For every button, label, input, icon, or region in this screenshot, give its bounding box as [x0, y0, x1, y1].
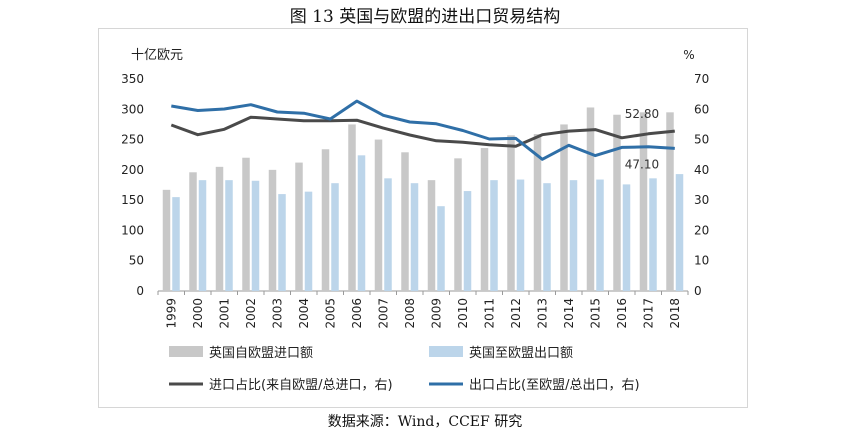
import-bar: [401, 152, 409, 291]
legend-label: 英国至欧盟出口额: [469, 346, 573, 361]
x-tick-label: 1999: [164, 298, 178, 329]
chart-frame: 十亿欧元 % 0 50 100 150 200 250 300 350 0 10 20 30 40 50 6…: [98, 28, 748, 408]
import-bar: [480, 148, 489, 291]
import-bar: [507, 135, 515, 291]
import-bar: [533, 134, 542, 291]
import-bar: [454, 158, 462, 291]
x-tick-label: 2002: [244, 298, 258, 329]
y-left-tick-label: 350: [121, 72, 144, 86]
import-bar: [215, 166, 224, 291]
import-bar: [560, 124, 568, 291]
import-share-line: [170, 115, 675, 148]
y-left-tick-label: 50: [129, 254, 144, 268]
y-right-tick-label: 0: [694, 284, 702, 298]
export-bar: [410, 183, 419, 291]
legend-label: 进口占比(来自欧盟/总进口，右): [209, 378, 393, 393]
y-left-tick-label: 0: [136, 284, 144, 298]
y-right-tick-label: 30: [694, 193, 709, 207]
x-tick-label: 2018: [668, 298, 682, 329]
export-bar: [198, 180, 207, 291]
export-bar: [463, 191, 472, 291]
export-bar: [304, 191, 313, 291]
export-bar: [278, 194, 286, 291]
export-bar: [675, 174, 684, 291]
import-bar: [189, 172, 197, 291]
import-bar: [586, 107, 595, 292]
export-bar: [225, 180, 233, 291]
y-left-tick-label: 100: [121, 223, 144, 237]
export-bar: [490, 180, 498, 291]
x-tick-label: 2000: [191, 298, 205, 329]
x-tick-label: 2005: [323, 298, 337, 329]
y-left-tick-label: 150: [121, 193, 144, 207]
y-right-unit-label: %: [683, 48, 694, 62]
x-tick-label: 2014: [562, 298, 576, 329]
x-tick-label: 2012: [509, 298, 523, 329]
export-bar: [172, 197, 180, 291]
import-bar: [639, 112, 648, 291]
y-right-tick-label: 10: [694, 254, 709, 268]
export-share-end-label: 47.10: [625, 157, 659, 171]
export-bar: [384, 178, 392, 291]
lines-layer: [170, 99, 675, 161]
axis-layer: 0 50 100 150 200 250 300 350 0 10 20 30 40 50 60 70 1999…: [121, 72, 709, 329]
x-tick-label: 2011: [482, 298, 496, 329]
x-tick-label: 2006: [350, 298, 364, 329]
x-tick-label: 2004: [297, 298, 311, 329]
y-right-tick-label: 20: [694, 223, 709, 237]
x-tick-label: 2017: [641, 298, 655, 329]
export-bar: [543, 183, 551, 291]
legend-label: 英国自欧盟进口额: [209, 346, 313, 361]
y-left-tick-label: 200: [121, 163, 144, 177]
y-right-tick-label: 60: [694, 102, 709, 116]
import-bar: [295, 162, 303, 291]
export-bar: [251, 180, 260, 291]
import-bar: [613, 114, 621, 291]
x-tick-label: 2016: [615, 298, 629, 329]
import-bar: [427, 180, 436, 291]
x-tick-label: 2001: [217, 298, 231, 329]
y-left-tick-label: 250: [121, 133, 144, 147]
export-bar: [622, 184, 631, 291]
x-tick-label: 2015: [588, 298, 602, 329]
y-right-tick-label: 50: [694, 133, 709, 147]
figure-title: 图 13 英国与欧盟的进出口贸易结构: [289, 7, 561, 27]
chart-svg: 十亿欧元 % 0 50 100 150 200 250 300 350 0 10 20 30 40 50 6…: [121, 48, 709, 393]
import-bar: [242, 157, 250, 291]
x-tick-label: 2003: [270, 298, 284, 329]
export-bar: [437, 206, 445, 291]
import-bar: [348, 124, 356, 291]
x-tick-label: 2008: [403, 298, 417, 329]
import-share-end-label: 52.80: [625, 107, 659, 121]
import-bar: [162, 189, 171, 291]
x-tick-label: 2009: [429, 298, 443, 329]
import-bar: [374, 139, 383, 291]
export-share-line: [171, 99, 675, 161]
legend-label: 出口占比(至欧盟/总出口，右): [469, 378, 640, 393]
y-left-unit-label: 十亿欧元: [131, 48, 183, 63]
y-right-tick-label: 40: [694, 163, 709, 177]
labels-layer: 52.80 47.10: [625, 107, 659, 171]
legend-swatch-bar: [169, 346, 203, 357]
export-bar: [596, 179, 604, 291]
import-bar: [321, 149, 330, 291]
export-bar: [331, 183, 339, 291]
y-left-tick-label: 300: [121, 102, 144, 116]
source-note: 数据来源：Wind，CCEF 研究: [327, 414, 523, 430]
x-tick-label: 2007: [376, 298, 390, 329]
import-bar: [268, 169, 277, 291]
export-bar: [569, 180, 578, 291]
export-bar: [357, 155, 366, 291]
x-tick-label: 2013: [535, 298, 549, 329]
y-right-tick-label: 70: [694, 72, 709, 86]
export-bar: [516, 179, 525, 291]
legend-swatch-bar: [429, 346, 463, 357]
import-bar: [666, 112, 674, 291]
bars-layer: [162, 107, 684, 292]
export-bar: [649, 178, 657, 291]
x-tick-label: 2010: [456, 298, 470, 329]
